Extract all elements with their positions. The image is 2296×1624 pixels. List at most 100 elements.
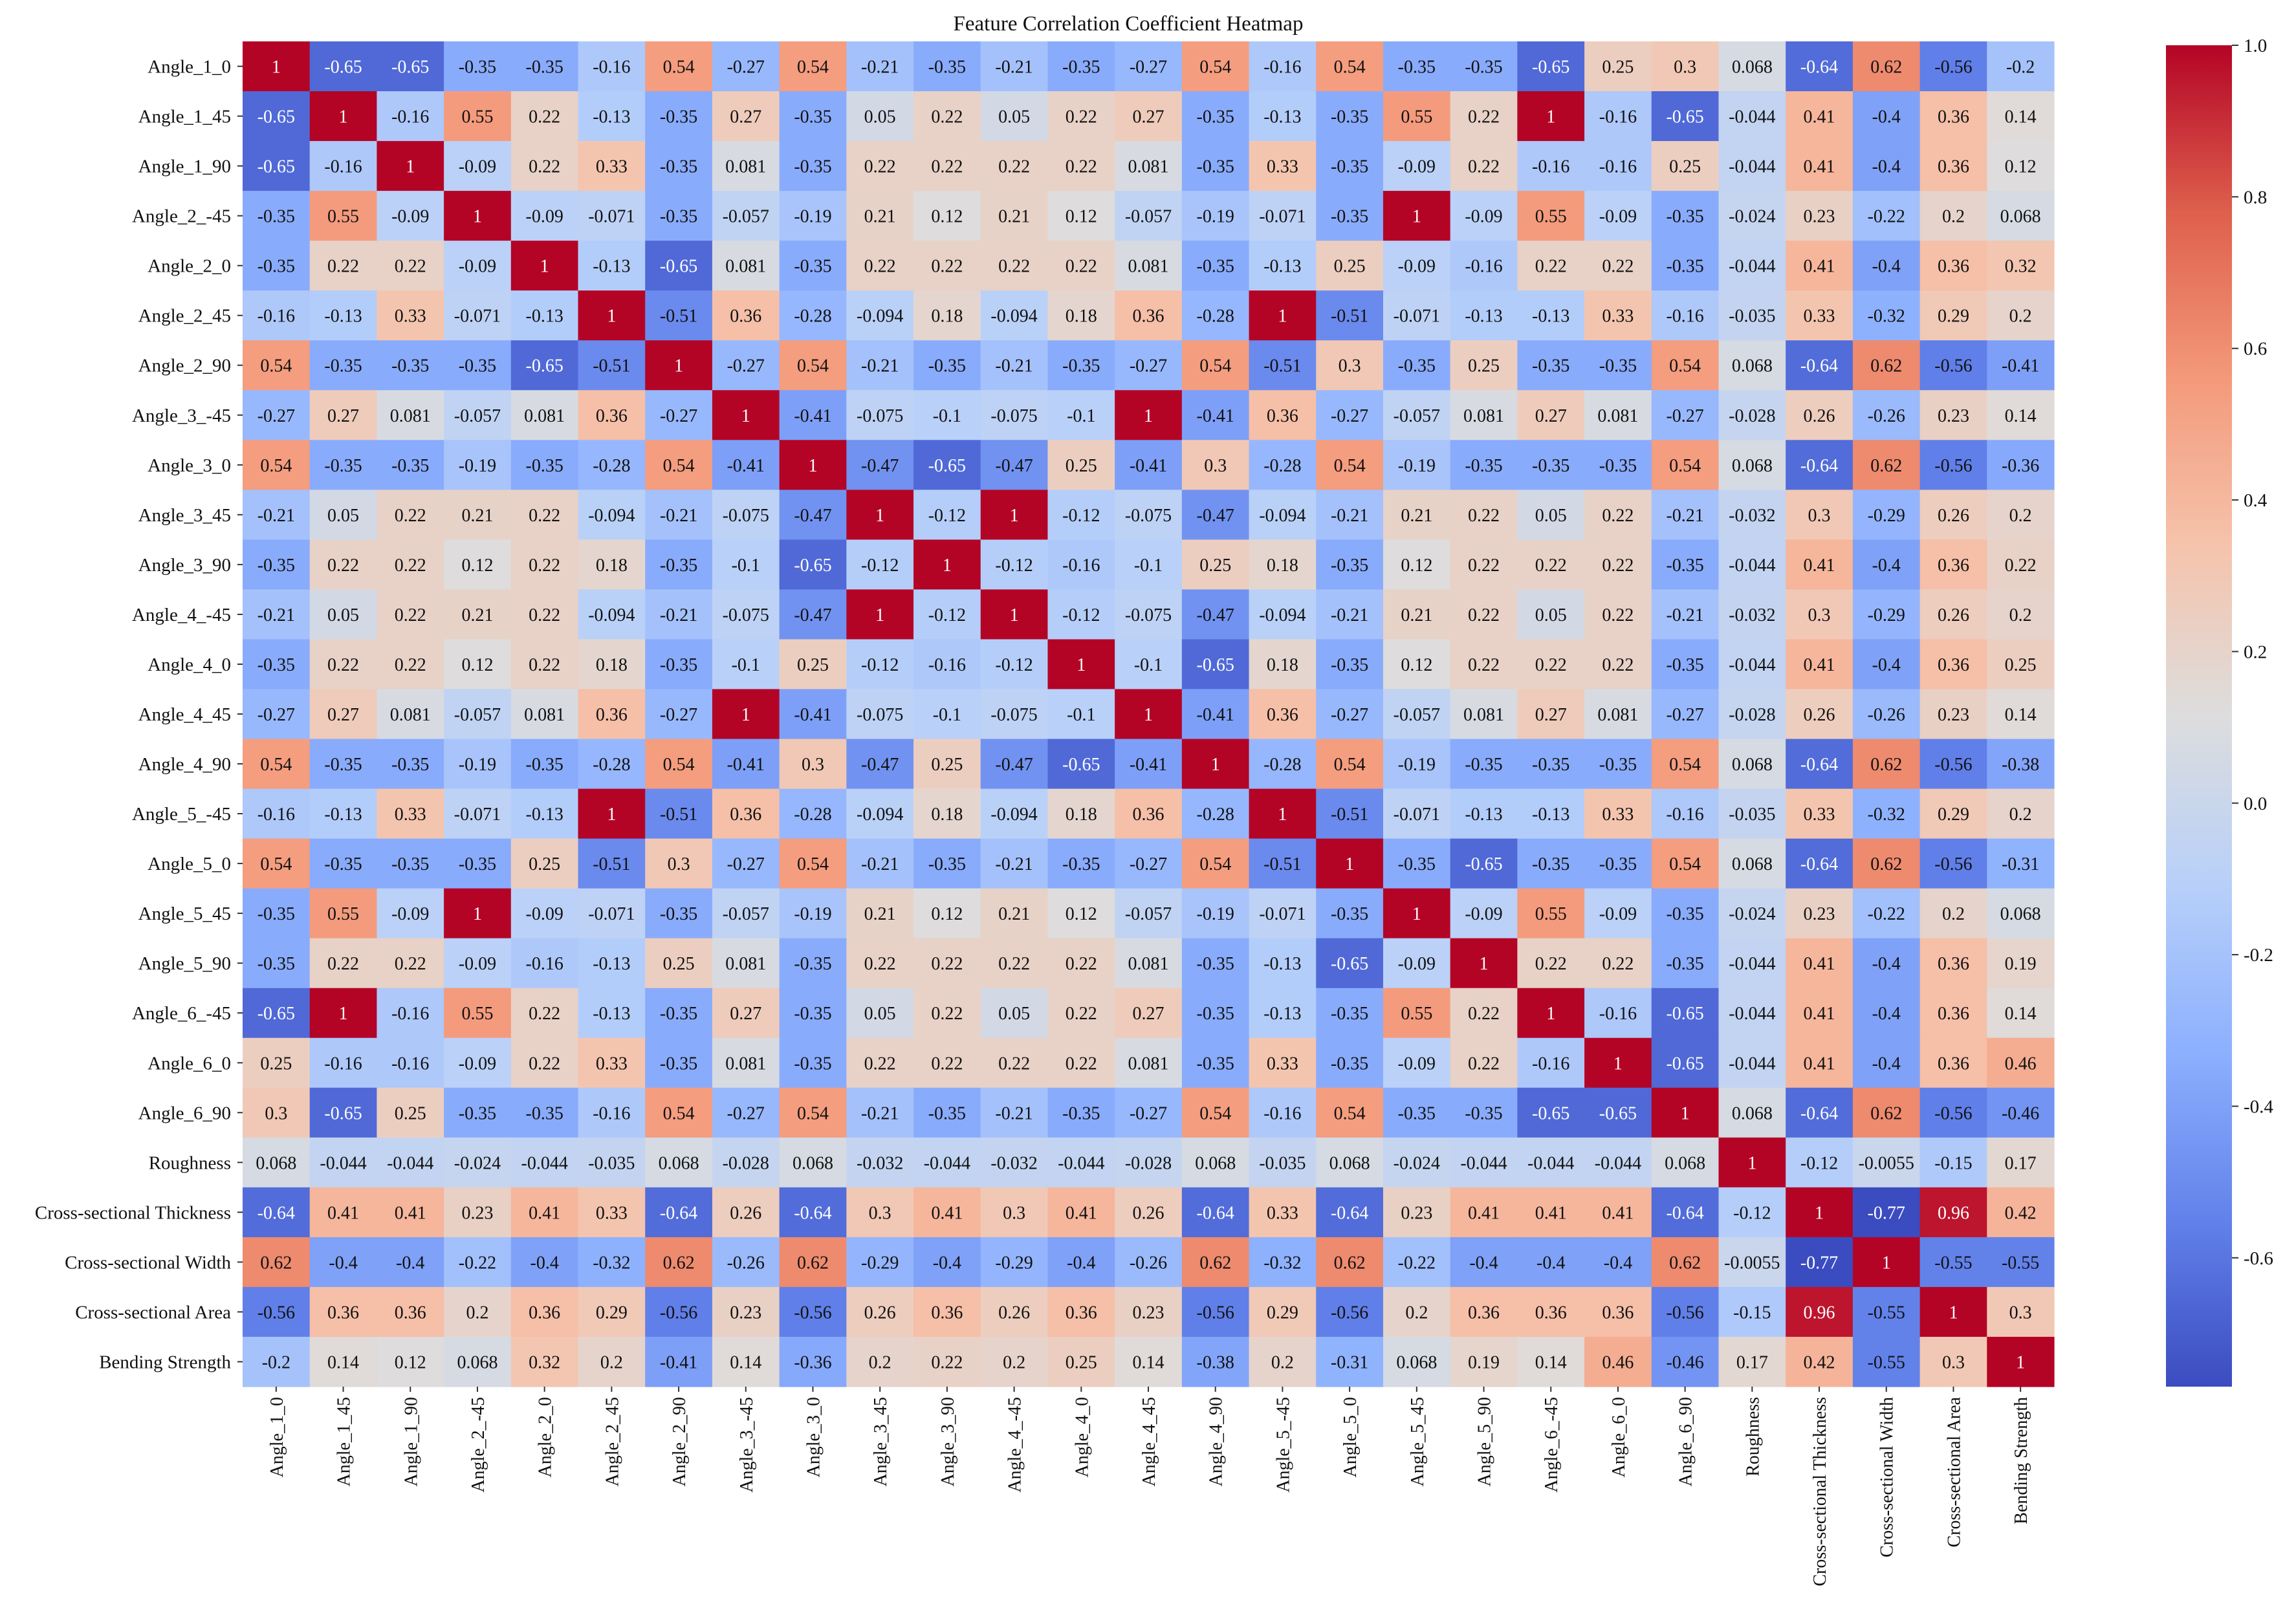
cell-value-label: -0.35: [1666, 257, 1703, 277]
cell-value-label: -0.12: [928, 506, 966, 526]
heatmap-cell-angle-4-0-angle-3-0: [779, 639, 847, 690]
cell-value-label: -0.35: [1398, 356, 1436, 376]
heatmap-cell-angle-4-45-angle-6-90: [1651, 589, 1720, 640]
heatmap-cell-angle-4-90-angle-5-45: [1249, 739, 1317, 790]
heatmap-cell-angle-4-0-angle-5-45: [1249, 639, 1317, 690]
heatmap-cell-angle-4-45-angle-3-45: [846, 589, 914, 640]
cell-value-label: -0.13: [1263, 257, 1301, 277]
heatmap-cell-angle-3-0-cross-sectional-thickness: [1786, 440, 1853, 490]
heatmap-cell-angle-6-45-angle-6-45: [1517, 988, 1585, 1039]
heatmap-cell-angle-5-45-angle-5-45: [1249, 888, 1317, 939]
cell-value-label: -0.35: [257, 655, 295, 675]
heatmap-cell-angle-4-45-angle-4-90: [1181, 689, 1250, 740]
heatmap-cell-angle-1-90-angle-1-45: [309, 141, 378, 191]
cell-value-label: -0.64: [1331, 1203, 1368, 1223]
cell-value-label: -0.65: [1666, 107, 1703, 127]
cell-value-label: 0.14: [1535, 1352, 1567, 1372]
cell-value-label: 0.068: [1732, 1103, 1773, 1123]
heatmap-cell-angle-3-45-cross-sectional-area: [1919, 390, 1987, 440]
cell-value-label: -0.4: [530, 1253, 559, 1273]
cell-value-label: -0.35: [1666, 904, 1703, 924]
heatmap-cell-angle-2-90-cross-sectional-thickness: [1786, 340, 1853, 391]
cell-value-label: -0.35: [1197, 257, 1234, 277]
heatmap-cell-angle-3-0-angle-5-0: [1316, 440, 1384, 490]
heatmap-cell-angle-1-45-cross-sectional-area: [1919, 91, 1987, 142]
cell-value-label: -0.16: [391, 1054, 429, 1074]
heatmap-cell-angle-2-45-angle-4-0: [1047, 290, 1115, 341]
heatmap-cell-angle-4-90-cross-sectional-area: [1919, 739, 1987, 790]
heatmap-cell-angle-3-45-angle-6-45: [1517, 390, 1585, 440]
heatmap-cell-angle-4-45-angle-2-45: [578, 689, 646, 740]
cell-value-label: -0.64: [1800, 58, 1838, 78]
cell-value-label: 0.081: [390, 705, 431, 725]
heatmap-cell-angle-2-45-angle-2-0: [510, 290, 579, 341]
heatmap-cell-angle-1-90-angle-6-0: [1584, 141, 1652, 191]
heatmap-cell-angle-3-45-angle-2-45: [578, 390, 646, 440]
cell-value-label: -0.094: [857, 307, 903, 327]
heatmap-cell-angle-1-45-angle-5-45: [1249, 91, 1317, 142]
heatmap-cell-angle-5-45-angle-3-0: [779, 888, 847, 939]
heatmap-cell-angle-5-90-angle-1-90: [377, 938, 444, 989]
heatmap-cell-angle-4-45-angle-2-90: [645, 589, 713, 640]
heatmap-cell-angle-1-90-cross-sectional-thickness: [1786, 141, 1853, 191]
heatmap-cell-cross-sectional-area-angle-4-0: [1047, 1286, 1115, 1337]
heatmap-cell-angle-3-0-angle-6-0: [1584, 440, 1652, 490]
cell-value-label: 1: [1747, 1153, 1756, 1173]
heatmap-cell-angle-2-45-angle-2-45: [578, 290, 646, 341]
heatmap-cell-angle-3-0-angle-5-90: [1450, 440, 1518, 490]
cell-value-label: 0.36: [529, 1303, 560, 1323]
heatmap-cell-angle-5-45-angle-2-0: [510, 788, 579, 839]
heatmap-cell-bending-strength-angle-4-45: [1115, 1336, 1183, 1387]
heatmap-cell-angle-3-0-angle-6-45: [1517, 440, 1585, 490]
heatmap-cell-angle-3-0-roughness: [1718, 440, 1786, 490]
x-tick-label-angle-4-45: Angle_4_45: [1139, 1397, 1159, 1486]
cell-value-label: 0.55: [461, 107, 493, 127]
heatmap-cell-cross-sectional-area-cross-sectional-thickness: [1786, 1286, 1853, 1337]
cell-value-label: -0.09: [459, 257, 496, 277]
cell-value-label: -0.55: [1934, 1253, 1972, 1273]
cell-value-label: -0.56: [1934, 356, 1972, 376]
cell-value-label: -0.27: [727, 58, 765, 78]
heatmap-cell-angle-5-90-angle-3-90: [913, 938, 981, 989]
cell-value-label: -0.16: [1666, 307, 1703, 327]
heatmap-cell-angle-1-0-angle-4-45: [1115, 41, 1183, 92]
cell-value-label: 0.54: [260, 755, 292, 775]
cell-value-label: -0.35: [794, 107, 831, 127]
cell-value-label: 0.22: [1066, 257, 1097, 277]
cell-value-label: -0.071: [1394, 805, 1440, 825]
heatmap-cell-angle-2-45-roughness: [1718, 290, 1786, 341]
heatmap-cell-angle-6-0-angle-2-45: [444, 1037, 512, 1088]
cell-value-label: -0.094: [1259, 605, 1306, 625]
cell-value-label: -0.13: [1532, 307, 1569, 327]
heatmap-cell-angle-1-90-angle-3-45: [712, 141, 780, 191]
heatmap-cell-angle-4-45-angle-2-90: [645, 689, 713, 740]
cell-value-label: -0.35: [794, 157, 831, 177]
heatmap-cell-cross-sectional-width-angle-4-90: [1181, 1237, 1250, 1288]
cell-value-label: -0.15: [1733, 1303, 1771, 1323]
cell-value-label: -0.4: [329, 1253, 357, 1273]
cell-value-label: 0.3: [1339, 356, 1361, 376]
cell-value-label: 0.27: [730, 1004, 761, 1024]
cell-value-label: -0.35: [1666, 207, 1703, 227]
cell-value-label: 0.12: [1401, 655, 1432, 675]
heatmap-cell-angle-2-45-angle-5-0: [1316, 191, 1384, 241]
heatmap-cell-angle-1-0-angle-2-0: [510, 41, 579, 92]
cell-value-label: 0.54: [1199, 356, 1231, 376]
heatmap-cell-angle-3-45-angle-4-45: [980, 490, 1049, 540]
colorbar-gradient: [2166, 45, 2232, 1387]
heatmap-cell-angle-3-90-angle-4-90: [1181, 539, 1250, 590]
heatmap-cell-angle-6-90-angle-6-45: [1517, 1087, 1585, 1138]
heatmap-cell-angle-1-0-angle-2-45: [444, 41, 512, 92]
cell-value-label: 0.33: [1267, 1203, 1298, 1223]
cell-value-label: 0.12: [1066, 207, 1097, 227]
heatmap-cell-angle-2-45-angle-2-45: [578, 191, 646, 241]
cell-value-label: -0.16: [593, 1103, 630, 1123]
cell-value-label: -0.56: [1666, 1303, 1703, 1323]
y-tick-label-angle-3-45: Angle_3_45: [138, 505, 231, 526]
cell-value-label: -0.47: [1197, 605, 1234, 625]
heatmap-cell-angle-4-0-angle-4-90: [1181, 639, 1250, 690]
heatmap-cell-angle-2-45-angle-4-45: [980, 290, 1049, 341]
heatmap-cell-angle-1-0-angle-1-45: [309, 41, 378, 92]
heatmap-cell-roughness-angle-3-0: [779, 1137, 847, 1188]
heatmap-cell-angle-2-90-cross-sectional-width: [1852, 340, 1921, 391]
